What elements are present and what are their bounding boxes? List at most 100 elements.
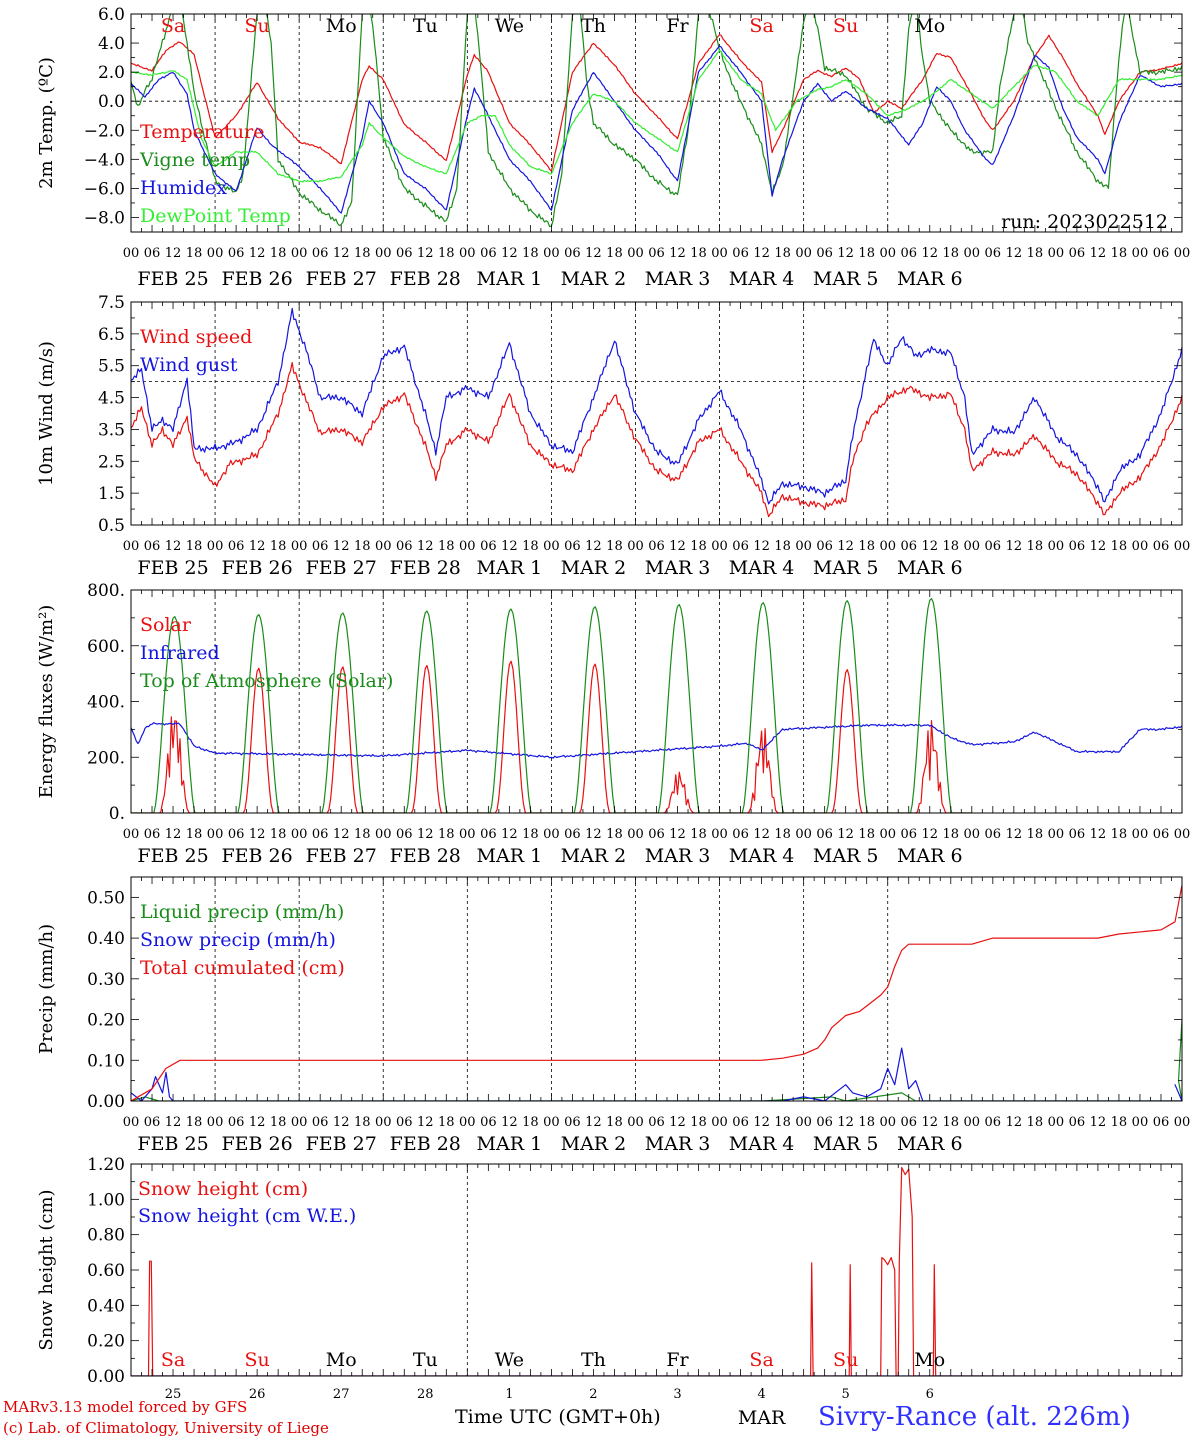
x-hour-label: 00 (207, 539, 224, 554)
x-hour-label: 18 (186, 827, 203, 842)
x-hour-label: 00 (627, 246, 644, 261)
legend-entry: Total cumulated (cm) (140, 957, 345, 979)
legend-entry: Snow precip (mm/h) (140, 929, 336, 951)
station-label: Sivry-Rance (alt. 226m) (818, 1402, 1131, 1432)
legend-entry: Vigne temp (139, 149, 250, 171)
x-hour-label: 12 (333, 1115, 350, 1130)
weekday-label-bottom: Sa (749, 1349, 773, 1371)
date-label: FEB 27 (306, 1133, 377, 1155)
x-hour-label: 12 (417, 246, 434, 261)
x-hour-label: 18 (522, 246, 539, 261)
y-tick-label: 1.20 (87, 1155, 125, 1175)
x-hour-label: 06 (144, 539, 161, 554)
x-hour-label: 00 (123, 1115, 140, 1130)
series-group (131, 307, 1182, 518)
date-label: FEB 25 (137, 1133, 208, 1155)
x-hour-label: 00 (627, 827, 644, 842)
panel-2: 0.5 1.5 2.5 3.5 4.5 5.5 6.5 7.5 10m Wind (m/s) Wi… (36, 293, 1190, 579)
legend-entry: Temperature (140, 121, 264, 143)
date-label: MAR 1 (477, 1133, 543, 1155)
x-hour-label: 06 (1069, 539, 1086, 554)
x-hour-label: 00 (123, 827, 140, 842)
y-tick-label: 0.20 (87, 1332, 125, 1352)
x-hour-label: 00 (375, 246, 392, 261)
y-tick-label: −4.0 (84, 150, 125, 170)
weekday-label-top: Tu (413, 15, 438, 37)
x-hour-label: 06 (480, 1115, 497, 1130)
date-label: MAR 2 (561, 268, 627, 290)
date-label: MAR 3 (645, 845, 711, 867)
x-hour-label: 06 (564, 1115, 581, 1130)
day-number-label: 4 (757, 1387, 765, 1402)
x-hour-label: 06 (1069, 246, 1086, 261)
x-hour-label: 00 (711, 539, 728, 554)
x-hour-label: 00 (627, 1115, 644, 1130)
x-hour-label: 00 (964, 827, 981, 842)
y-tick-label: 0.00 (87, 1367, 125, 1387)
x-hour-label: 12 (1006, 246, 1023, 261)
weekday-label-top: Sa (161, 15, 185, 37)
x-hour-label: 18 (1027, 539, 1044, 554)
series-group (131, 597, 1182, 813)
x-hour-label: 12 (669, 246, 686, 261)
x-hour-label: 06 (312, 539, 329, 554)
x-hour-label: 18 (270, 246, 287, 261)
x-hour-label: 12 (921, 246, 938, 261)
x-hour-label: 18 (270, 1115, 287, 1130)
y-tick-label: 0.50 (87, 888, 125, 908)
weekday-label-bottom: Th (581, 1349, 606, 1371)
x-hour-label: 12 (1006, 539, 1023, 554)
weekday-label-bottom: Tu (413, 1349, 438, 1371)
y-tick-label: 3.5 (98, 420, 125, 440)
x-hour-label: 06 (1069, 1115, 1086, 1130)
weekday-label-bottom: We (495, 1349, 524, 1371)
x-hour-label: 12 (753, 539, 770, 554)
x-hour-label: 00 (207, 246, 224, 261)
x-hour-label: 06 (648, 246, 665, 261)
x-hour-label: 12 (165, 827, 182, 842)
x-hour-label: 00 (711, 246, 728, 261)
x-hour-label: 06 (900, 539, 917, 554)
weekday-label-bottom: Su (244, 1349, 269, 1371)
x-hour-label: 06 (1153, 539, 1170, 554)
x-hour-label: 06 (228, 246, 245, 261)
date-label: FEB 25 (137, 845, 208, 867)
x-hour-label: 00 (543, 539, 560, 554)
x-hour-label: 12 (837, 246, 854, 261)
date-label: MAR 2 (561, 557, 627, 579)
x-hour-label: 06 (396, 1115, 413, 1130)
x-hour-label: 06 (228, 1115, 245, 1130)
x-hour-label: 12 (1006, 827, 1023, 842)
y-tick-label: 0.00 (87, 1092, 125, 1112)
y-tick-label: 0. (109, 804, 125, 824)
panel-4: 0.00 0.10 0.20 0.30 0.40 0.50 Precip (mm/h) Liq… (36, 876, 1190, 1155)
x-hour-label: 12 (501, 539, 518, 554)
x-hour-label: 06 (312, 246, 329, 261)
x-hour-label: 18 (690, 827, 707, 842)
date-label: MAR 1 (477, 268, 543, 290)
x-hour-label: 18 (270, 827, 287, 842)
series-line-total-cumulated-cm- (131, 884, 1182, 1101)
x-hour-label: 06 (1069, 827, 1086, 842)
x-hour-label: 06 (816, 539, 833, 554)
weekday-label-top: Mo (326, 15, 357, 37)
y-tick-label: 400. (87, 693, 125, 713)
date-label: FEB 27 (306, 557, 377, 579)
y-tick-label: 4.5 (98, 389, 125, 409)
x-hour-label: 00 (543, 246, 560, 261)
day-number-label: 28 (417, 1387, 434, 1402)
panel-5: 0.00 0.20 0.40 0.60 0.80 1.00 1.20 Snow height … (36, 1155, 1183, 1387)
x-hour-label: 18 (606, 539, 623, 554)
x-hour-label: 12 (333, 246, 350, 261)
panel-frame (130, 589, 1183, 814)
x-hour-label: 12 (501, 827, 518, 842)
x-hour-label: 18 (690, 539, 707, 554)
x-hour-label: 18 (522, 827, 539, 842)
x-hour-label: 00 (627, 539, 644, 554)
x-hour-label: 12 (333, 827, 350, 842)
y-tick-label: 0.20 (87, 1011, 125, 1031)
y-tick-label: 2.5 (98, 452, 125, 472)
x-hour-label: 18 (186, 1115, 203, 1130)
x-hour-label: 00 (123, 246, 140, 261)
y-axis-label: Energy fluxes (W/m²) (36, 605, 57, 799)
